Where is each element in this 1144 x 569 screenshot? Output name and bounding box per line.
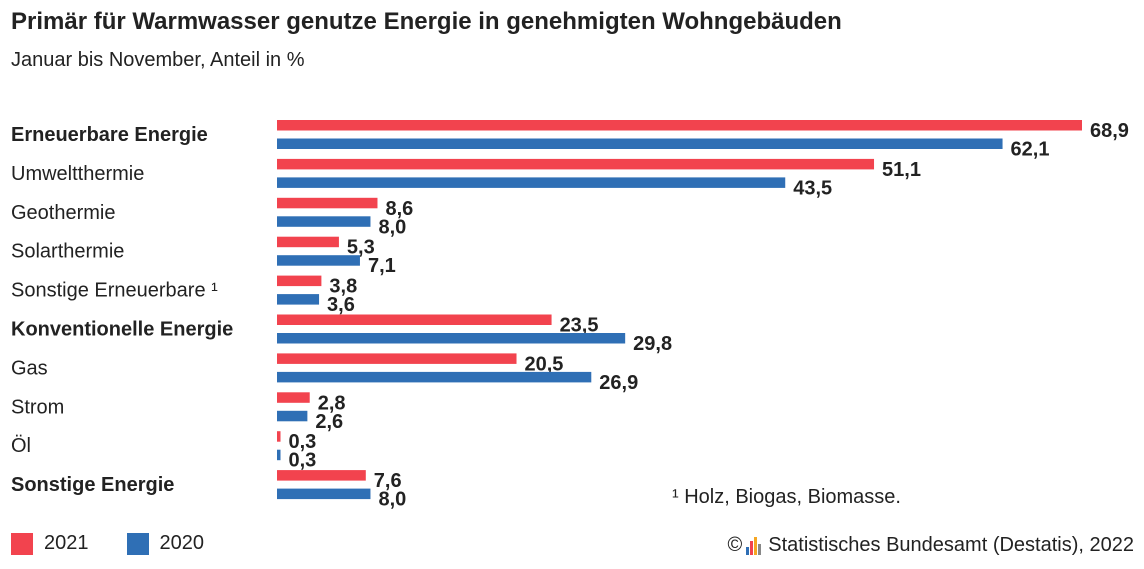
legend-label-2021: 2021 [44,532,89,554]
legend-item-2020: 2020 [126,532,205,555]
category-label: Erneuerbare Energie [11,124,208,146]
data-label-2020: 29,8 [633,333,672,355]
bar-2021 [277,197,378,209]
legend: 2021 2020 [11,532,242,555]
data-label-2020: 26,9 [599,372,638,394]
data-label-2021: 3,8 [329,276,357,298]
bar-2021 [277,275,322,287]
data-label-2020: 62,1 [1011,139,1050,161]
footnote: ¹ Holz, Biogas, Biomasse. [672,486,901,508]
bar-2020 [277,294,320,305]
bar-2021 [277,158,875,170]
source-credit: © Statistisches Bundesamt (Destatis), 20… [728,534,1134,557]
data-label-2021: 68,9 [1090,120,1129,142]
bar-2021 [277,470,366,481]
bar-2020 [277,488,371,500]
bar-2020 [277,177,786,188]
chart-title: Primär für Warmwasser genutze Energie in… [11,8,842,35]
category-label: Gas [11,357,48,379]
category-label: Sonstige Energie [11,474,174,496]
bar-2021 [277,236,339,248]
bar-2020 [277,449,281,461]
category-label: Geothermie [11,202,116,224]
data-label-2020: 43,5 [793,177,832,199]
category-label: Umweltthermie [11,163,144,185]
legend-swatch-2020 [126,532,149,555]
data-label-2020: 8,0 [378,489,406,511]
data-label-2020: 7,1 [368,255,396,277]
legend-swatch-2021 [11,532,33,555]
chart-subtitle: Januar bis November, Anteil in % [11,49,305,71]
legend-label-2020: 2020 [159,532,205,554]
bar-2020 [277,216,371,227]
data-label-2021: 51,1 [882,159,921,181]
data-label-2021: 8,6 [385,198,413,220]
category-label: Sonstige Erneuerbare ¹ [11,280,218,302]
bar-2021 [277,120,1082,131]
category-label: Solarthermie [11,241,124,263]
bar-2021 [277,392,310,403]
bar-2020 [277,138,1003,149]
bar-2021 [277,353,517,364]
bar-2020 [277,410,308,422]
data-label-2021: 20,5 [525,353,564,375]
data-label-2020: 8,0 [378,216,406,238]
data-label-2020: 2,6 [315,411,343,433]
data-label-2020: 0,3 [289,450,317,472]
copyright-symbol: © [727,534,743,556]
bar-2021 [277,314,552,325]
data-label-2020: 3,6 [327,294,355,316]
bar-chart: Erneuerbare Energie 68,9 62,1 Umweltthermie… [11,120,1129,511]
bar-2020 [277,333,626,344]
bar-2020 [277,255,360,266]
bar-2021 [277,431,281,442]
destatis-logo-icon [746,536,762,555]
legend-item-2021: 2021 [11,532,89,555]
category-label: Strom [11,396,64,418]
data-label-2021: 0,3 [289,431,317,453]
source-text: Statistisches Bundesamt (Destatis), 2022 [768,534,1134,556]
data-label-2021: 23,5 [560,315,599,337]
data-label-2021: 7,6 [374,470,402,492]
category-label: Öl [11,435,31,457]
data-label-2021: 5,3 [347,237,375,259]
category-label: Konventionelle Energie [11,319,233,341]
bar-2020 [277,371,592,383]
data-label-2021: 2,8 [318,392,346,414]
